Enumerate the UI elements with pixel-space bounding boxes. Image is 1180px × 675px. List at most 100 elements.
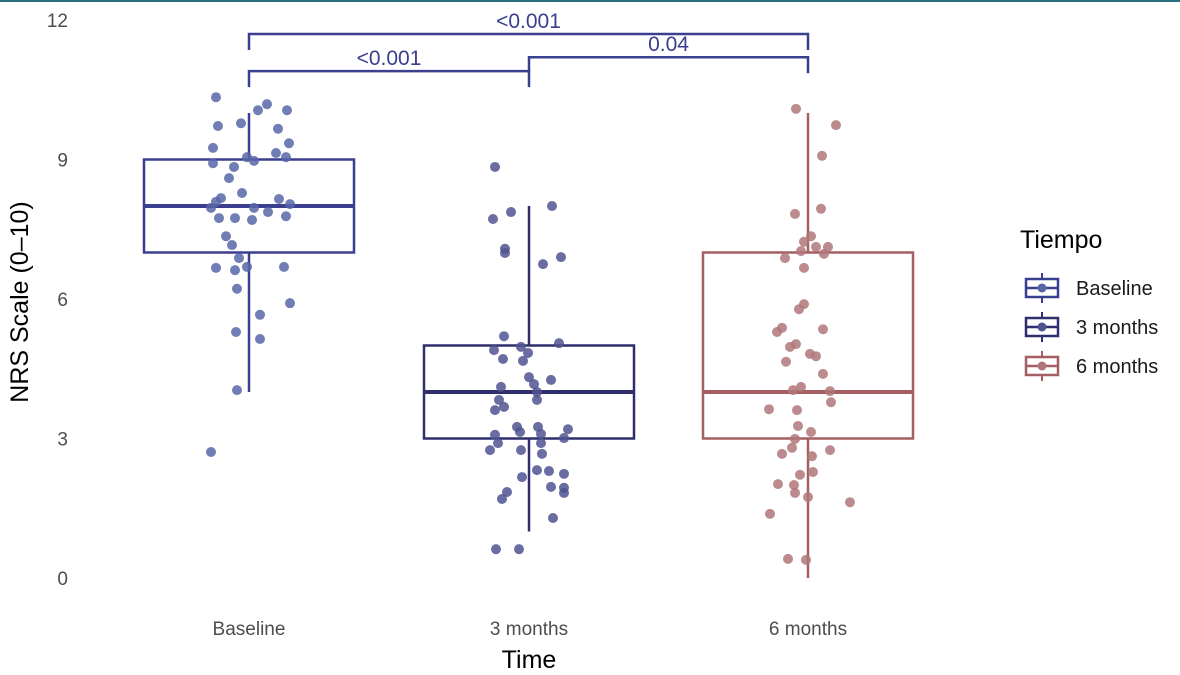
data-point-3-months (538, 259, 548, 270)
data-point-6-months (780, 253, 790, 264)
data-point-baseline (242, 261, 252, 272)
data-point-baseline (231, 327, 241, 338)
data-point-3-months (499, 401, 509, 412)
data-point-baseline (281, 152, 291, 163)
data-point-3-months (546, 374, 556, 385)
data-point-baseline (262, 99, 272, 110)
bracket-line (247, 32, 810, 50)
data-point-baseline (208, 142, 218, 153)
data-point-3-months (517, 472, 527, 483)
data-point-baseline (253, 105, 263, 116)
data-point-6-months (793, 420, 803, 431)
data-point-6-months (799, 236, 809, 247)
data-point-3-months (547, 201, 557, 211)
data-point-baseline (227, 240, 237, 251)
data-point-6-months (794, 304, 804, 315)
legend-item-3-months: 3 months (1024, 312, 1158, 342)
significance-bracket: <0.001 (247, 47, 531, 88)
data-point-6-months (764, 404, 774, 415)
data-point-6-months (819, 248, 829, 259)
y-axis-ticks: 0 3 6 9 12 (47, 11, 68, 590)
data-point-6-months (818, 368, 828, 379)
data-point-6-months (806, 231, 816, 242)
data-point-6-months (788, 385, 798, 396)
data-point-3-months (514, 544, 524, 555)
data-point-6-months (807, 451, 817, 462)
legend-point (1037, 283, 1047, 293)
data-point-6-months (789, 480, 799, 490)
data-point-6-months (765, 508, 775, 519)
data-point-3-months (523, 347, 533, 358)
legend-label: Baseline (1076, 278, 1153, 300)
data-point-6-months (825, 445, 835, 456)
data-point-3-months (544, 466, 554, 477)
data-point-6-months (792, 405, 802, 416)
data-point-6-months (773, 479, 783, 490)
x-axis-ticks: Baseline 3 months 6 months (213, 619, 848, 640)
data-point-baseline (206, 446, 216, 457)
data-point-6-months (816, 203, 826, 214)
legend-label: 6 months (1076, 356, 1158, 378)
legend-boxplot-icon (1024, 351, 1060, 381)
data-point-baseline (236, 118, 246, 129)
x-tick-label: 6 months (769, 619, 847, 640)
data-point-3-months (493, 438, 503, 449)
data-point-3-months (529, 379, 539, 390)
data-point-baseline (255, 309, 265, 320)
legend-point (1037, 322, 1047, 332)
points-layer (206, 92, 855, 565)
data-point-3-months (556, 252, 566, 263)
legend-item-baseline: Baseline (1024, 273, 1153, 303)
data-point-6-months (811, 241, 821, 252)
data-point-baseline (279, 261, 289, 272)
data-point-6-months (801, 554, 811, 565)
data-point-baseline (234, 253, 244, 264)
x-tick-label: Baseline (213, 619, 286, 640)
data-point-baseline (281, 211, 291, 222)
data-point-6-months (785, 341, 795, 352)
data-point-6-months (831, 120, 841, 131)
data-point-3-months (516, 341, 526, 352)
legend-label: 3 months (1076, 317, 1158, 339)
bracket-line (247, 69, 531, 88)
data-point-3-months (559, 487, 569, 498)
data-point-baseline (211, 92, 221, 103)
data-point-baseline (274, 194, 284, 205)
data-point-3-months (506, 207, 516, 218)
data-point-baseline (230, 213, 240, 224)
data-point-3-months (563, 424, 573, 435)
data-point-baseline (211, 262, 221, 273)
data-point-3-months (524, 372, 534, 383)
p-value-label: 0.04 (648, 33, 689, 56)
box-3-months (422, 206, 636, 532)
data-point-3-months (490, 405, 500, 416)
p-value-label: <0.001 (496, 10, 561, 33)
bracket-line (527, 55, 810, 74)
data-point-baseline (285, 199, 295, 210)
data-point-baseline (249, 202, 259, 213)
data-point-baseline (247, 214, 257, 225)
data-point-baseline (237, 187, 247, 198)
data-point-3-months (494, 394, 504, 405)
data-point-6-months (783, 553, 793, 564)
y-tick-label: 12 (47, 11, 68, 32)
data-point-baseline (213, 121, 223, 132)
data-point-3-months (515, 426, 525, 437)
data-point-baseline (229, 161, 239, 172)
data-point-baseline (263, 207, 273, 218)
data-point-3-months (491, 544, 501, 555)
y-tick-label: 0 (57, 569, 68, 590)
y-axis-title: NRS Scale (0–10) (6, 201, 34, 402)
legend-point (1037, 361, 1047, 371)
data-point-3-months (489, 345, 499, 356)
data-point-3-months (502, 486, 512, 497)
data-point-baseline (208, 158, 218, 169)
data-point-6-months (806, 426, 816, 437)
data-point-3-months (500, 247, 510, 258)
data-point-6-months (799, 262, 809, 273)
legend: Tiempo Baseline 3 months 6 months (1020, 226, 1158, 381)
data-point-3-months (532, 465, 542, 476)
box-iqr (701, 251, 915, 440)
data-point-6-months (790, 208, 800, 219)
data-point-baseline (224, 173, 234, 184)
